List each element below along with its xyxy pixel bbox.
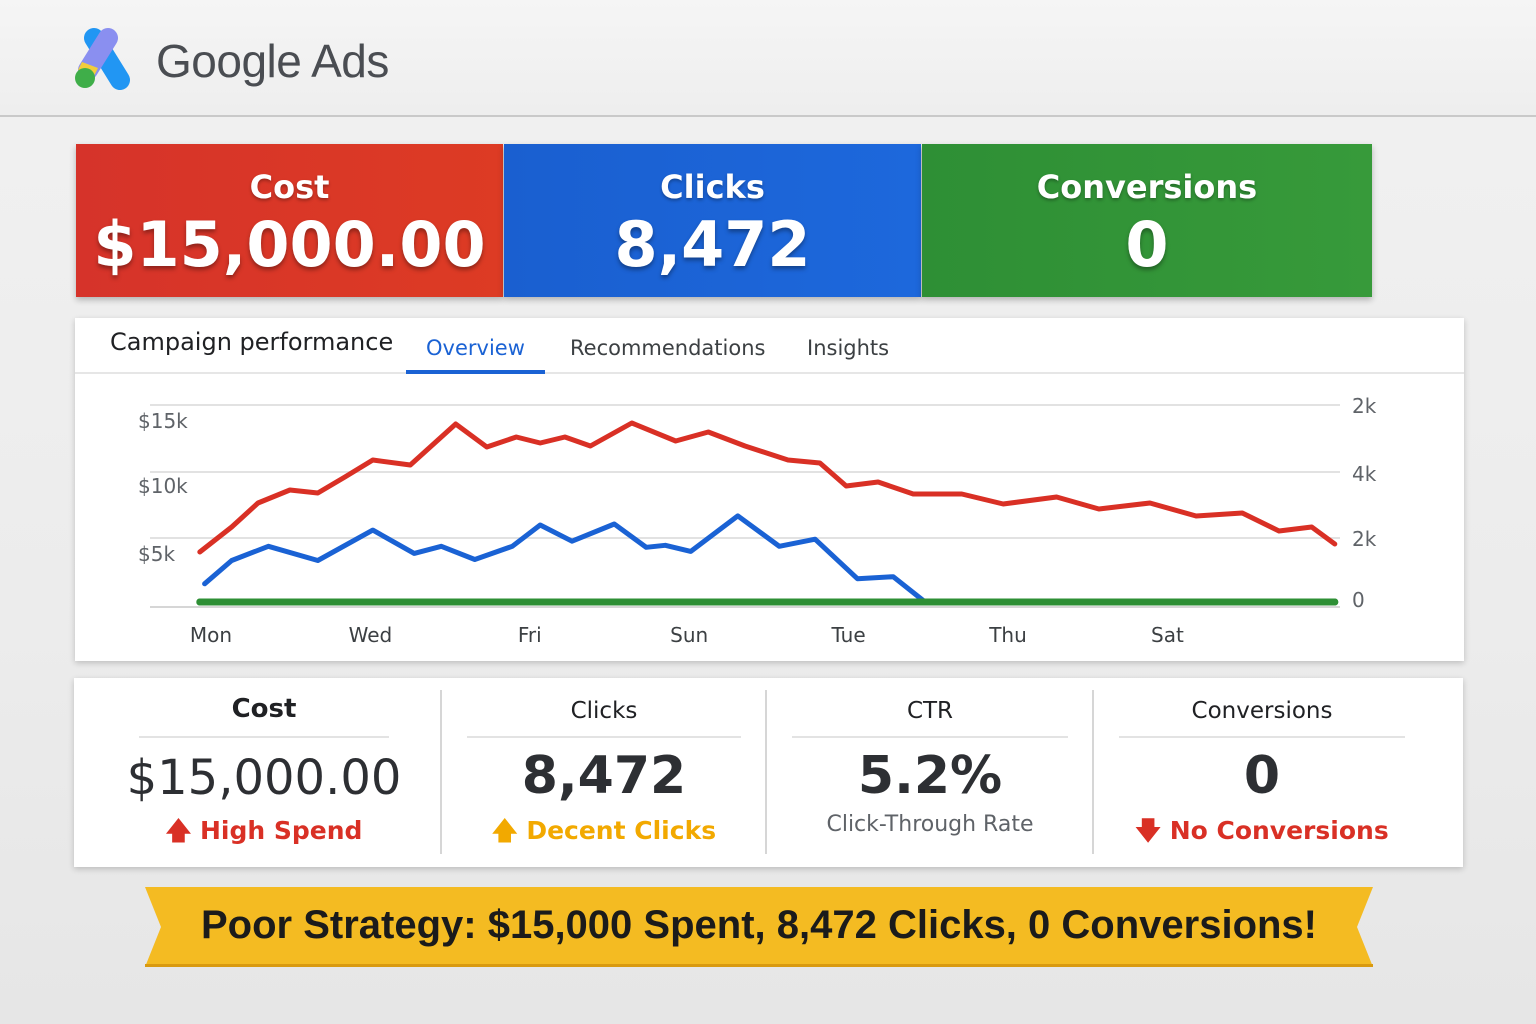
arrow-up-icon: 🡅: [491, 816, 527, 845]
google-ads-logo: [75, 28, 130, 90]
x-tick-label: Wed: [349, 623, 393, 647]
brand-name: Google Ads: [156, 35, 389, 87]
kpi-label: Cost: [249, 168, 330, 206]
y-right-tick-label: 2k: [1352, 394, 1377, 418]
divider: [1119, 736, 1405, 738]
stat-note-text: High Spend: [199, 816, 363, 845]
stat-clicks: Clicks 8,472 🡅 Decent Clicks: [442, 678, 766, 867]
divider: [467, 736, 741, 738]
stat-label: Cost: [231, 694, 297, 724]
kpi-value: $15,000.00: [93, 208, 486, 281]
kpi-conversions: Conversions 0: [922, 144, 1372, 297]
x-tick-label: Thu: [988, 623, 1027, 647]
tab-bar: Campaign performance Overview Recommenda…: [75, 318, 1464, 374]
tab-overview[interactable]: Overview: [406, 336, 545, 374]
arrow-up-icon: 🡅: [165, 816, 200, 845]
x-tick-label: Sun: [670, 623, 708, 647]
y-left-tick-label: $10k: [138, 474, 188, 498]
stat-value: 0: [1243, 746, 1281, 806]
series-line-0: [197, 420, 1338, 555]
stat-value: $15,000.00: [126, 750, 402, 806]
y-left-tick-label: $15k: [138, 409, 188, 433]
stat-label: CTR: [906, 698, 954, 724]
stat-value: 8,472: [521, 746, 687, 806]
stat-note: 🡅 High Spend: [114, 812, 414, 855]
column-divider: [765, 690, 767, 854]
stat-note: 🡅 Decent Clicks: [442, 812, 766, 855]
y-left-tick-label: $5k: [138, 542, 175, 566]
kpi-label: Clicks: [660, 168, 765, 206]
y-right-tick-label: 4k: [1352, 462, 1377, 486]
stat-label: Clicks: [570, 698, 638, 724]
divider: [139, 736, 389, 738]
column-divider: [440, 690, 442, 854]
tab-recommendations[interactable]: Recommendations: [570, 336, 766, 360]
stat-conversions: Conversions 0 🡇 No Conversions: [1094, 678, 1430, 867]
x-tick-label: Tue: [831, 623, 866, 647]
series-line-1: [202, 513, 928, 605]
stat-ctr: CTR 5.2% Click-Through Rate: [767, 678, 1093, 867]
card-title: Campaign performance: [110, 328, 394, 356]
stat-note-text: Decent Clicks: [526, 816, 717, 845]
divider: [792, 736, 1068, 738]
ribbon-shape: [145, 887, 1373, 967]
kpi-value: 8,472: [614, 208, 811, 281]
stat-note: 🡇 No Conversions: [1094, 812, 1430, 855]
performance-line-chart: $15k $10k $5k 2k 4k 2k 0 Mon Wed Fri Sun Tue Thu Sat: [138, 394, 1377, 647]
kpi-cost: Cost $15,000.00: [76, 144, 503, 297]
y-right-tick-label: 2k: [1352, 527, 1377, 551]
stat-note: Click-Through Rate: [826, 812, 1034, 837]
kpi-clicks: Clicks 8,472: [504, 144, 921, 297]
y-right-tick-label: 0: [1352, 588, 1365, 612]
stat-value: 5.2%: [857, 746, 1003, 806]
kpi-label: Conversions: [1036, 168, 1258, 206]
banner-text: Poor Strategy: $15,000 Spent, 8,472 Clic…: [200, 903, 1317, 947]
app-header: Google Ads: [0, 0, 1536, 117]
stat-note-text: No Conversions: [1169, 816, 1389, 845]
tab-insights[interactable]: Insights: [807, 336, 890, 360]
stat-label: Conversions: [1191, 698, 1333, 724]
stat-cost: Cost $15,000.00 🡅 High Spend: [114, 678, 414, 867]
stats-card: Cost $15,000.00 🡅 High Spend Clicks 8,47…: [74, 678, 1463, 867]
x-tick-label: Mon: [190, 623, 232, 647]
x-tick-label: Sat: [1151, 623, 1184, 647]
warning-banner: Poor Strategy: $15,000 Spent, 8,472 Clic…: [145, 887, 1373, 967]
kpi-value: 0: [1125, 208, 1169, 281]
column-divider: [1092, 690, 1094, 854]
campaign-performance-card: Campaign performance Overview Recommenda…: [75, 318, 1464, 661]
x-tick-label: Fri: [518, 623, 542, 647]
arrow-down-icon: 🡇: [1135, 816, 1170, 845]
